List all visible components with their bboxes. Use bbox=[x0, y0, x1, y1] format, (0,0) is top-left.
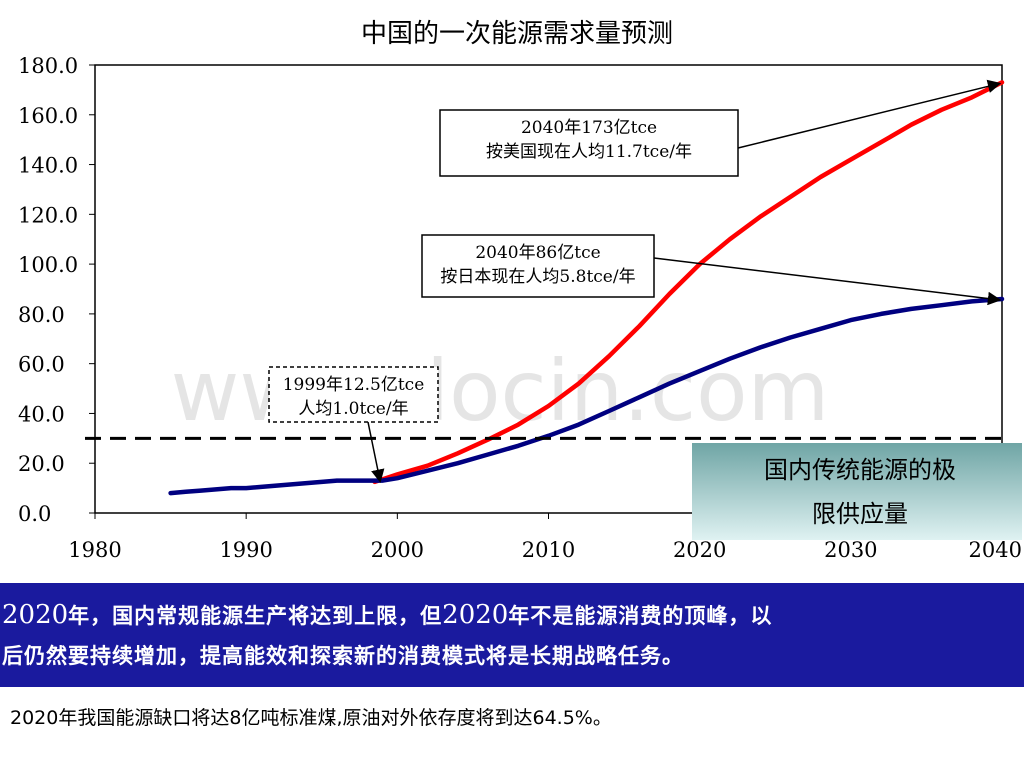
annotation-box bbox=[439, 109, 739, 177]
y-tick-label: 0.0 bbox=[18, 502, 51, 526]
annotation-box bbox=[421, 234, 655, 298]
annotation-text: 1999年12.5亿tce bbox=[283, 375, 425, 395]
annotation-text: 2040年173亿tce bbox=[521, 118, 657, 138]
banner-text-2: 年不是能源消费的顶峰，以 bbox=[508, 604, 773, 628]
y-tick-label: 120.0 bbox=[18, 203, 78, 227]
series-line-1 bbox=[168, 296, 1005, 496]
x-tick-label: 2030 bbox=[824, 538, 877, 562]
annotation-arrow bbox=[367, 421, 385, 483]
limit-box-text: 国内传统能源的极 bbox=[764, 456, 956, 484]
limit-box-fill bbox=[692, 443, 1022, 540]
annotation-text: 人均1.0tce/年 bbox=[298, 399, 408, 419]
y-tick-label: 100.0 bbox=[18, 253, 78, 277]
x-tick-label: 2000 bbox=[371, 538, 424, 562]
x-tick-label: 2040 bbox=[969, 538, 1022, 562]
annotation-2: 1999年12.5亿tce 人均1.0tce/年 bbox=[268, 366, 439, 483]
annotation-0: 2040年173亿tce 按美国现在人均11.7tce/年 bbox=[439, 79, 1002, 177]
banner-year-1: 2020 bbox=[2, 600, 69, 630]
annotation-arrow bbox=[653, 257, 1002, 306]
footer-note: 2020年我国能源缺口将达8亿吨标准煤,原油对外依存度将到达64.5%。 bbox=[10, 707, 612, 729]
x-tick-label: 1990 bbox=[219, 538, 272, 562]
annotation-text: 按美国现在人均11.7tce/年 bbox=[486, 142, 692, 162]
banner-line-2: 后仍然要持续增加，提高能效和探索新的消费模式将是长期战略任务。 bbox=[2, 644, 684, 668]
series-layer bbox=[168, 80, 1005, 496]
banner-text-1: 年，国内常规能源生产将达到上限，但 bbox=[68, 604, 443, 628]
chart: 中国的一次能源需求量预测 0.0 20.0 40.0 60.0 80.0 100.0 120… bbox=[18, 19, 1022, 562]
annotation-text: 按日本现在人均5.8tce/年 bbox=[440, 267, 635, 287]
banner-year-2: 2020 bbox=[442, 600, 509, 630]
y-tick-label: 40.0 bbox=[18, 402, 65, 426]
banner-line-1: 2020年，国内常规能源生产将达到上限，但2020年不是能源消费的顶峰，以 bbox=[2, 595, 1016, 636]
series-line-0 bbox=[372, 80, 1005, 485]
x-tick-label: 1980 bbox=[68, 538, 121, 562]
y-tick-label: 180.0 bbox=[18, 54, 78, 78]
summary-banner: 2020年，国内常规能源生产将达到上限，但2020年不是能源消费的顶峰，以 后仍… bbox=[0, 583, 1024, 687]
y-tick-label: 80.0 bbox=[18, 303, 65, 327]
chart-title: 中国的一次能源需求量预测 bbox=[361, 19, 673, 49]
x-axis: 1980 1990 2000 2010 2020 2030 2040 bbox=[68, 513, 1022, 562]
annotation-text: 2040年86亿tce bbox=[475, 243, 600, 263]
annotation-1: 2040年86亿tce 按日本现在人均5.8tce/年 bbox=[421, 234, 1002, 306]
limit-box-text: 限供应量 bbox=[812, 500, 908, 528]
annotation-arrow bbox=[737, 79, 1002, 149]
y-tick-label: 60.0 bbox=[18, 353, 65, 377]
annotation-box bbox=[268, 366, 439, 423]
y-axis: 0.0 20.0 40.0 60.0 80.0 100.0 120.0 140.0 160.0 1… bbox=[18, 54, 95, 526]
x-tick-label: 2010 bbox=[522, 538, 575, 562]
y-tick-label: 20.0 bbox=[18, 452, 65, 476]
annotations: 2040年173亿tce 按美国现在人均11.7tce/年 2040年86亿tce 按… bbox=[268, 79, 1022, 540]
x-tick-label: 2020 bbox=[673, 538, 726, 562]
y-tick-label: 140.0 bbox=[18, 154, 78, 178]
y-tick-label: 160.0 bbox=[18, 104, 78, 128]
